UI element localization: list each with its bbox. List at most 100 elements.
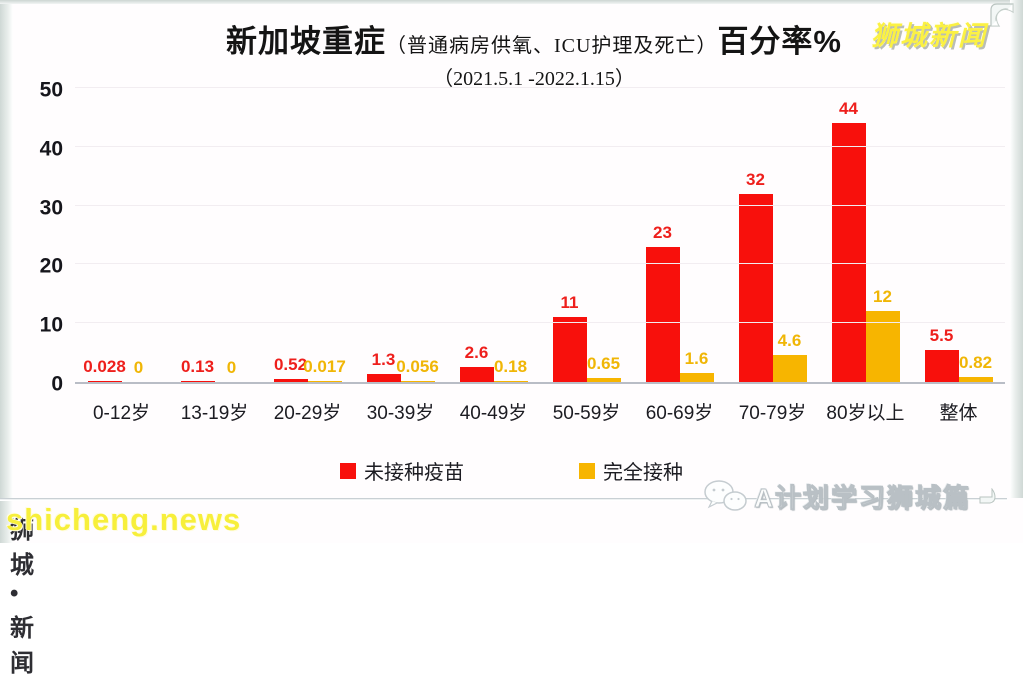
bar-group-60-69岁: 23 1.6 [633,88,726,382]
bar-slot: 1.3 [366,88,401,382]
legend-item-完全接种: 完全接种 [579,456,683,485]
watermark-bottom-left-text: shicheng.news [6,502,242,537]
bar-group-40-49岁: 2.6 0.18 [447,88,540,382]
bar-value-label: 0.52 [273,354,308,374]
bar-slot: 1.6 [679,88,714,382]
x-label-50-59岁: 50-59岁 [552,403,621,424]
y-tick-40: 40 [39,137,63,161]
bar-完全接种-80岁以上 [865,311,900,382]
bar-slot: 44 [831,88,866,382]
bar-slot: 0.82 [958,88,993,382]
bar-value-label: 12 [873,287,892,307]
bar-value-label: 0.82 [958,353,993,373]
bar-slot: 0.65 [586,88,621,382]
y-tick-0: 0 [51,372,63,396]
bar-value-label: 0 [226,358,237,377]
x-label-13-19岁: 13-19岁 [180,403,249,424]
bar-value-label: 0 [133,358,144,377]
watermark-top-right: 狮城新闻 [871,21,987,51]
bar-完全接种-20-29岁 [307,381,342,382]
bar-group-0-12岁: 0.028 0 [75,88,168,382]
bar-slot: 23 [645,88,680,382]
bar-value-label: 23 [653,222,672,242]
legend-label: 未接种疫苗 [364,462,464,484]
bar-slot: 0.056 [396,88,439,382]
bar-完全接种-30-39岁 [400,381,435,382]
y-tick-10: 10 [39,313,63,337]
bar-slot: 32 [738,88,773,382]
bar-完全接种-50-59岁 [586,378,621,382]
bar-slot: 0.52 [273,88,308,382]
frame-border-left [0,0,13,543]
chart-subtitle: （2021.5.1 -2022.1.15） [433,68,635,90]
bar-group-整体: 5.5 0.82 [912,88,1005,382]
legend-swatch-icon [579,462,595,479]
bar-slot: 0.13 [180,88,215,382]
gridline-40 [75,145,1005,147]
title-suffix: 百分率% [717,24,843,59]
page-curl-small-icon [979,487,996,503]
bar-未接种疫苗-40-49岁 [459,366,494,382]
bar-value-label: 1.3 [371,350,396,370]
legend-label: 完全接种 [603,462,683,484]
x-label-30-39岁: 30-39岁 [366,403,435,424]
bar-value-label: 5.5 [929,325,954,345]
gridline-30 [75,204,1005,206]
bar-未接种疫苗-50-59岁 [552,317,587,382]
bar-slot: 5.5 [924,88,959,382]
watermark-bottom-right: A计划学习狮城篇 [702,478,997,515]
x-label-整体: 整体 [939,403,978,424]
bar-完全接种-40-49岁 [493,380,528,382]
gridline-50 [75,87,1005,88]
bar-未接种疫苗-80岁以上 [831,123,866,382]
watermark-bottom-right-text: A计划学习狮城篇 [754,483,971,514]
gridline-20 [75,263,1005,265]
bar-完全接种-70-79岁 [772,354,807,382]
bar-value-label: 4.6 [777,330,802,350]
bar-value-label: 44 [839,99,858,119]
x-label-20-29岁: 20-29岁 [273,403,342,424]
bar-value-label: 32 [746,169,765,189]
bar-完全接种-整体 [958,377,993,382]
chart-title: 新加坡重症（普通病房供氧、ICU护理及死亡）百分率% [85,16,983,61]
x-label-40-49岁: 40-49岁 [459,403,528,424]
bar-value-label: 11 [560,293,579,313]
bar-group-70-79岁: 32 4.6 [726,88,819,382]
bar-slot: 0.017 [303,88,346,382]
bar-未接种疫苗-整体 [924,349,959,382]
bar-value-label: 0.056 [396,357,439,376]
plot-area: 0.028 0 0.13 0 0.52 0.017 1.3 0.056 2.6 0.18 11 0.6… [75,87,1005,384]
bar-未接种疫苗-30-39岁 [366,374,401,382]
bar-value-label: 0.18 [493,356,528,376]
y-tick-50: 50 [39,78,63,102]
bar-chart: 0 10 20 30 40 50 0.028 0 0.13 0 0.52 0.017 1.3 0.056… [38,80,1005,395]
divider-line [0,498,1007,501]
x-label-60-69岁: 60-69岁 [645,403,714,424]
bar-value-label: 0.028 [83,357,126,376]
bar-未接种疫苗-0-12岁 [87,381,122,382]
bar-完全接种-60-69岁 [679,372,714,382]
bar-groups: 0.028 0 0.13 0 0.52 0.017 1.3 0.056 2.6 0.18 11 0.6… [75,88,1005,382]
bar-slot: 11 [552,88,587,382]
bar-slot: 2.6 [459,88,494,382]
title-paren: （普通病房供氧、ICU护理及死亡） [385,35,718,57]
frame-border-right [1010,0,1023,498]
legend-swatch-icon [340,462,356,479]
bar-value-label: 2.6 [464,342,489,362]
bar-slot: 12 [865,88,900,382]
bar-value-label: 0.13 [180,357,215,376]
bar-未接种疫苗-70-79岁 [738,193,773,382]
bar-value-label: 0.017 [303,357,346,376]
bar-group-20-29岁: 0.52 0.017 [261,88,354,382]
bar-group-30-39岁: 1.3 0.056 [354,88,447,382]
x-axis-labels: 0-12岁 13-19岁 20-29岁 30-39岁 40-49岁 50-59岁 60-69… [75,398,1005,425]
bar-slot: 4.6 [772,88,807,382]
bar-group-50-59岁: 11 0.65 [540,88,633,382]
bar-未接种疫苗-60-69岁 [645,246,680,382]
frame-border-top [0,0,1023,4]
x-label-80岁以上: 80岁以上 [826,403,905,424]
x-label-0-12岁: 0-12岁 [92,403,151,424]
bar-value-label: 0.65 [586,354,621,374]
legend-item-未接种疫苗: 未接种疫苗 [340,456,464,485]
page-curl-icon [990,3,1014,27]
